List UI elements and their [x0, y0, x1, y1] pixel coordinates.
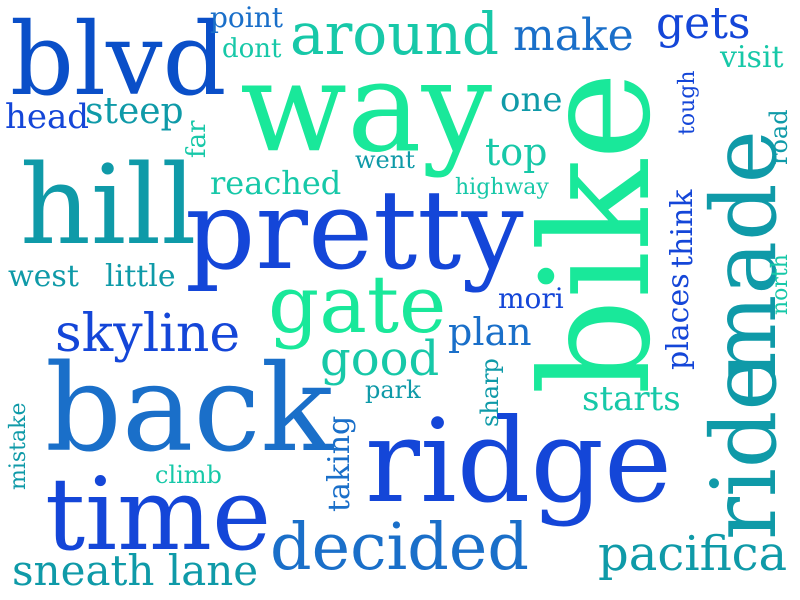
word-road: road: [765, 109, 793, 165]
word-plan: plan: [448, 310, 532, 354]
word-north: north: [768, 254, 793, 315]
word-places: places: [661, 273, 696, 370]
word-back: back: [45, 340, 334, 479]
word-blvd: blvd: [10, 1, 227, 118]
word-far: far: [182, 120, 212, 158]
word-hill: hill: [20, 141, 197, 269]
word-decided: decided: [270, 510, 529, 585]
word-starts: starts: [582, 379, 681, 419]
word-tough: tough: [675, 70, 700, 135]
word-mori: mori: [498, 282, 564, 315]
word-sharp: sharp: [476, 358, 504, 427]
word-point: point: [210, 1, 284, 34]
word-ridge: ridge: [365, 395, 673, 529]
word-highway: highway: [455, 175, 549, 200]
word-climb: climb: [155, 461, 222, 489]
word-steep: steep: [85, 91, 184, 132]
word-gets: gets: [656, 0, 751, 49]
word-dont: dont: [222, 34, 282, 64]
word-visit: visit: [720, 40, 784, 75]
word-went: went: [355, 146, 415, 174]
word-time: time: [45, 456, 272, 573]
word-taking: taking: [322, 415, 357, 512]
word-west: west: [8, 259, 79, 294]
word-park: park: [365, 376, 421, 404]
word-mistake: mistake: [6, 402, 31, 491]
word-think: think: [665, 189, 700, 268]
word-way: way: [240, 35, 493, 180]
word-reached: reached: [210, 164, 342, 202]
word-sneath-lane: sneath lane: [12, 546, 259, 595]
word-make: make: [513, 10, 634, 61]
word-skyline: skyline: [55, 304, 241, 364]
word-around: around: [290, 0, 500, 68]
word-ride: ride: [692, 357, 797, 540]
word-pacifica: pacifica: [598, 526, 788, 582]
word-gate: gate: [268, 258, 447, 351]
word-little: little: [105, 259, 176, 294]
word-pretty: pretty: [185, 166, 524, 294]
word-good: good: [320, 331, 440, 387]
word-one: one: [500, 80, 563, 120]
word-head: head: [5, 97, 90, 137]
word-top: top: [485, 130, 548, 174]
